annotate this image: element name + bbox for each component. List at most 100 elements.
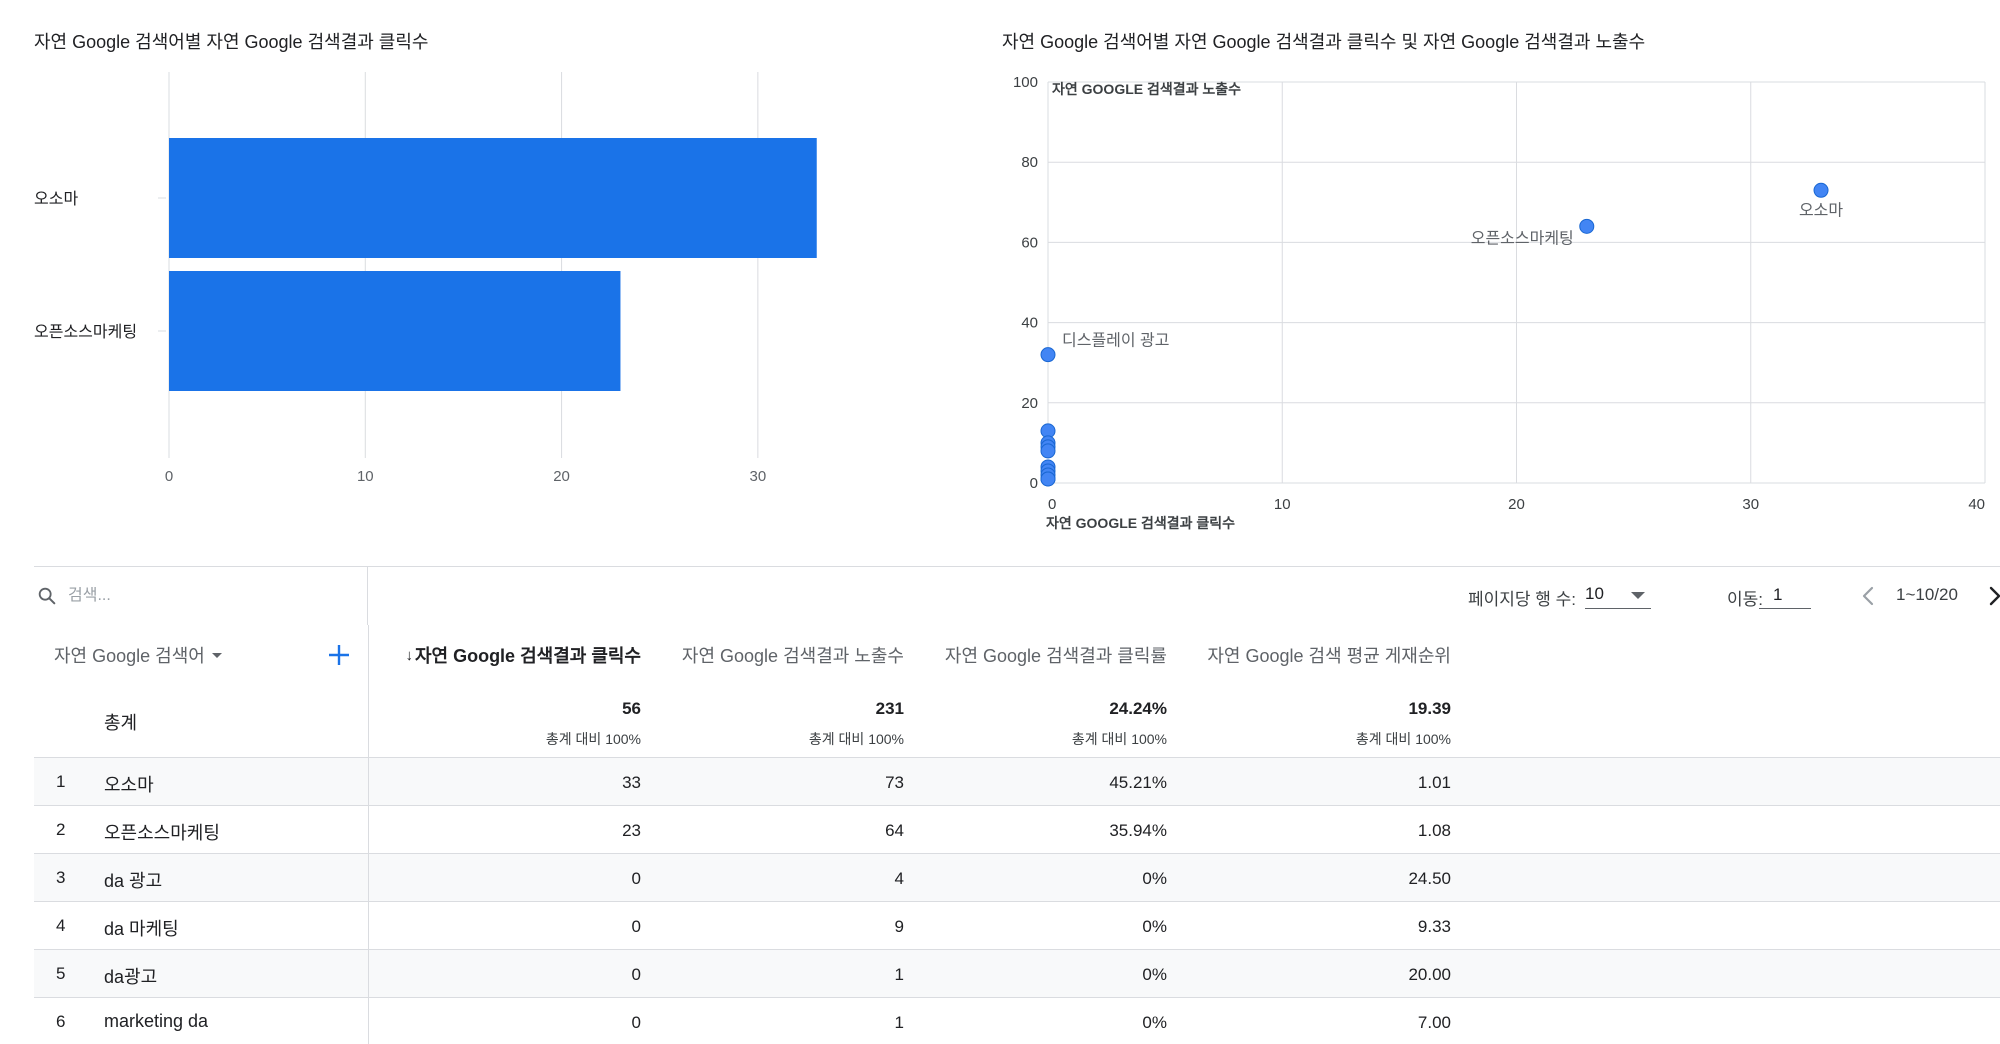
bar-x-tick-label: 20 (553, 468, 570, 485)
table-row[interactable]: 4 da 마케팅 0 9 0% 9.33 (34, 901, 2000, 949)
scatter-x-tick-label: 40 (1968, 496, 1985, 513)
chevron-right-icon (1989, 586, 2000, 606)
row-index: 4 (56, 916, 66, 935)
avg-position-cell: 7.00 (1417, 1013, 1451, 1032)
caret-down-icon (211, 652, 222, 658)
avg-position-cell: 20.00 (1408, 965, 1451, 984)
bar-x-tick-label: 0 (165, 468, 173, 485)
table-row[interactable]: 3 da 광고 0 4 0% 24.50 (34, 853, 2000, 901)
ctr-header[interactable]: 자연 Google 검색결과 클릭률 (944, 646, 1167, 666)
avg-position-cell: 1.01 (1417, 773, 1451, 792)
ctr-cell: 45.21% (1109, 773, 1167, 792)
scatter-point (1040, 471, 1056, 487)
total-value: 231 (875, 699, 904, 718)
search-input[interactable] (68, 587, 328, 605)
scatter-point-label: 디스플레이 광고 (1062, 332, 1170, 350)
impressions-cell: 64 (885, 821, 904, 840)
scatter-chart-title: 자연 Google 검색어별 자연 Google 검색결과 클릭수 및 자연 G… (1002, 32, 1646, 52)
scatter-y-axis-label: 자연 GOOGLE 검색결과 노출수 (1052, 81, 1241, 97)
clicks-cell: 0 (631, 917, 641, 936)
table-row[interactable]: 6 marketing da 0 1 0% 7.00 (34, 997, 2000, 1044)
rows-per-page-value: 10 (1585, 584, 1604, 603)
impressions-header[interactable]: 자연 Google 검색결과 노출수 (681, 646, 904, 666)
clicks-cell: 0 (631, 1013, 641, 1032)
scatter-x-tick-label: 0 (1048, 496, 1056, 513)
rows-per-page-label: 페이지당 행 수: (1468, 590, 1577, 609)
page-range-label: 1~10/20 (1896, 585, 1958, 604)
scatter-x-tick-label: 20 (1508, 496, 1525, 513)
total-row: 총계 56 총계 대비 100% 231 총계 대비 100% 24.24% 총… (34, 685, 2000, 757)
total-share: 총계 대비 100% (545, 731, 641, 747)
total-clicks: 56 총계 대비 100% (546, 685, 641, 749)
ctr-cell: 0% (1142, 1013, 1167, 1032)
bar-x-tick-label: 30 (750, 468, 767, 485)
ctr-cell: 0% (1142, 965, 1167, 984)
column-divider (368, 759, 369, 1044)
avg-position-cell: 9.33 (1417, 917, 1451, 936)
scatter-x-tick-label: 10 (1274, 496, 1291, 513)
impressions-cell: 4 (894, 869, 904, 888)
scatter-point-label: 오소마 (1799, 201, 1843, 219)
table-header-row: 자연 Google 검색어 ↓ 자연 Google 검색결과 클릭수 자연 Go… (34, 625, 2000, 685)
ctr-cell: 0% (1142, 917, 1167, 936)
clicks-cell: 33 (622, 773, 641, 792)
scatter-x-tick-label: 30 (1742, 496, 1759, 513)
total-ctr: 24.24% 총계 대비 100% (1072, 685, 1167, 749)
table-divider (34, 566, 2000, 567)
avg-position-header[interactable]: 자연 Google 검색 평균 게재순위 (1207, 646, 1451, 666)
table-row[interactable]: 1 오소마 33 73 45.21% 1.01 (34, 757, 2000, 805)
avg-position-cell: 24.50 (1408, 869, 1451, 888)
clicks-header-label: 자연 Google 검색결과 클릭수 (414, 646, 641, 666)
clicks-cell: 0 (631, 869, 641, 888)
total-value: 24.24% (1109, 699, 1167, 718)
total-share: 총계 대비 100% (808, 731, 904, 747)
next-page-button[interactable] (1984, 583, 2000, 609)
table-toolbar: 페이지당 행 수: 10 이동: 1~10/20 (34, 567, 2000, 625)
bar (169, 271, 621, 391)
search-term: da 마케팅 (104, 919, 179, 939)
total-value: 56 (622, 699, 641, 718)
impressions-cell: 1 (894, 1013, 904, 1032)
scatter-y-tick-label: 20 (1021, 395, 1038, 412)
data-table: 자연 Google 검색어 ↓ 자연 Google 검색결과 클릭수 자연 Go… (34, 625, 2000, 1044)
scatter-y-tick-label: 100 (1013, 74, 1038, 91)
search-term: da광고 (104, 967, 158, 987)
rows-per-page-select[interactable]: 10 (1585, 579, 1651, 609)
row-index: 3 (56, 868, 66, 887)
row-index: 1 (56, 772, 66, 791)
scatter-y-tick-label: 60 (1021, 234, 1038, 251)
scatter-x-axis-label: 자연 GOOGLE 검색결과 클릭수 (1046, 515, 1235, 531)
scatter-point (1579, 218, 1595, 234)
bar-category-label: 오소마 (34, 190, 78, 208)
dimension-header[interactable]: 자연 Google 검색어 (54, 625, 222, 685)
clicks-header[interactable]: ↓ 자연 Google 검색결과 클릭수 (405, 625, 641, 685)
bar-x-tick-label: 10 (357, 468, 374, 485)
scatter-chart: 0 20 40 60 80 100 0 10 20 30 40 자연 GOOGLE 검색결과 노출수자… (1013, 74, 1986, 531)
scatter-point (1040, 443, 1056, 459)
search-term: marketing da (104, 1011, 209, 1031)
table-row[interactable]: 2 오픈소스마케팅 23 64 35.94% 1.08 (34, 805, 2000, 853)
total-share: 총계 대비 100% (1071, 731, 1167, 747)
total-impressions: 231 총계 대비 100% (809, 685, 904, 749)
scatter-y-tick-label: 40 (1021, 315, 1038, 332)
total-avg-position: 19.39 총계 대비 100% (1356, 685, 1451, 749)
add-dimension-button[interactable] (327, 643, 351, 667)
scatter-point (1040, 347, 1056, 363)
bar-chart-title: 자연 Google 검색어별 자연 Google 검색결과 클릭수 (34, 32, 429, 52)
table-row[interactable]: 5 da광고 0 1 0% 20.00 (34, 949, 2000, 997)
dimension-header-label: 자연 Google 검색어 (54, 646, 205, 666)
avg-position-cell: 1.08 (1417, 821, 1451, 840)
previous-page-button[interactable] (1858, 583, 1880, 609)
dropdown-caret-icon (1631, 592, 1645, 599)
bar (169, 138, 817, 258)
scatter-y-tick-label: 80 (1021, 154, 1038, 171)
chevron-left-icon (1862, 586, 1874, 606)
ctr-cell: 35.94% (1109, 821, 1167, 840)
plus-icon (329, 645, 349, 665)
ctr-cell: 0% (1142, 869, 1167, 888)
goto-page-input[interactable] (1759, 579, 1811, 609)
row-index: 2 (56, 820, 66, 839)
total-value: 19.39 (1408, 699, 1451, 718)
scatter-point (1813, 182, 1829, 198)
